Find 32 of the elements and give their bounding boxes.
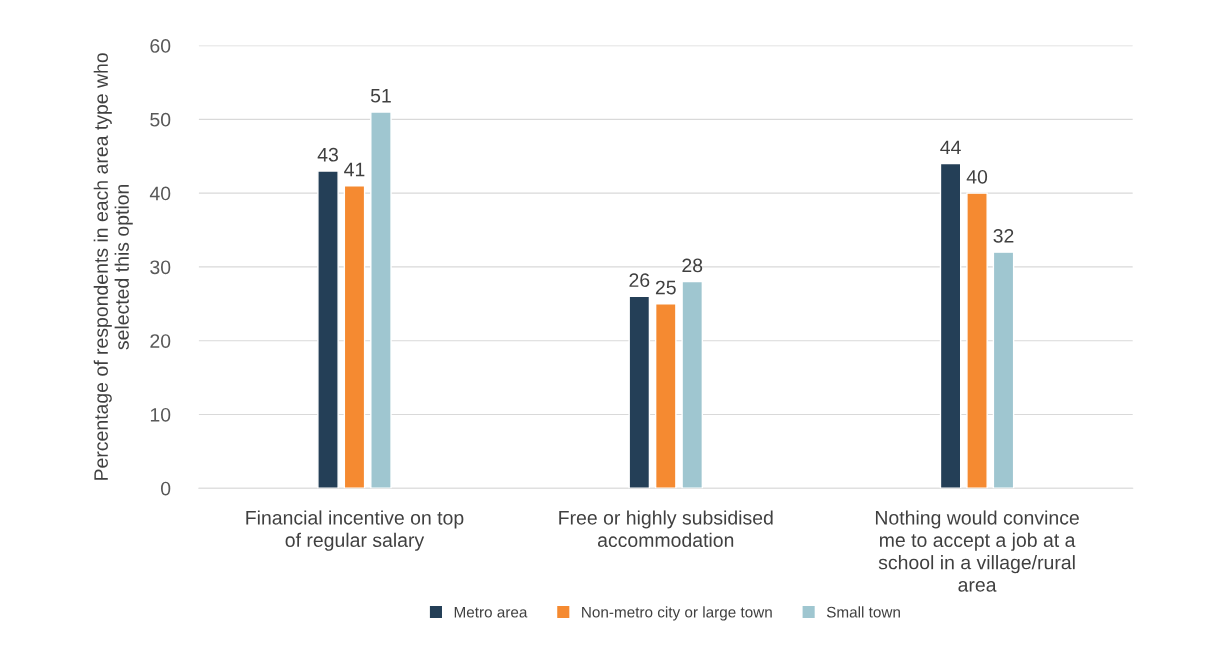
legend-label: Small town [826,606,900,618]
y-tick-label: 60 [150,39,171,53]
y-tick-label: 0 [160,481,171,496]
legend-label: Metro area [454,606,528,618]
x-tick-label: Financial incentive on top of regular salary [246,510,464,551]
data-label: 43 [317,147,338,162]
y-tick-label: 40 [149,186,171,201]
bar [343,185,366,489]
bar [939,162,962,489]
bar [370,111,392,489]
data-label: 51 [370,89,391,103]
bar [654,303,677,489]
x-tick-label: Nothing would convince me to accept a job at a school in a village/rural area [875,510,1079,592]
y-tick-label: 30 [150,260,171,275]
y-tick-label: 20 [150,334,171,348]
bar [966,192,988,489]
data-label: 32 [993,228,1014,243]
data-label: 40 [966,169,988,184]
bar [628,295,651,489]
data-label: 28 [682,258,703,273]
data-label: 44 [940,140,961,155]
y-axis-title: Percentage of respondents in each area type who selected this option [93,53,133,480]
y-tick-label: 50 [150,112,171,127]
bar [681,280,704,489]
bar [317,170,339,489]
x-tick-label: Free or highly subsidised accommodation [559,510,773,548]
legend-label: Non-metro city or large town [582,606,772,621]
y-tick-label: 10 [150,407,171,422]
bar [992,251,1015,489]
data-label: 25 [655,280,676,295]
data-label: 41 [344,162,365,177]
data-label: 26 [629,273,650,288]
